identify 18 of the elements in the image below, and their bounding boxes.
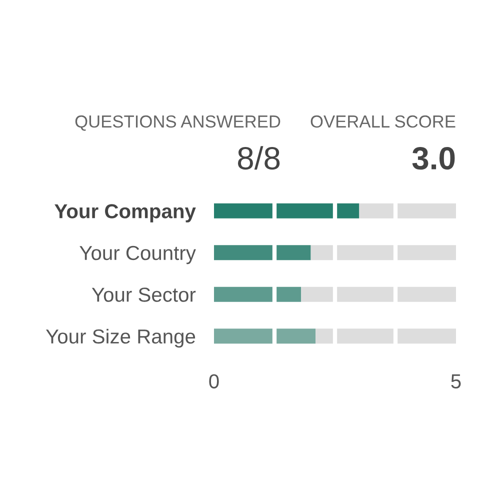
- y-tick-label: Your Sector: [92, 288, 196, 302]
- y-tick-label: Your Country: [80, 246, 196, 264]
- x-tick-label: 0: [209, 374, 219, 388]
- bar: [214, 203, 360, 218]
- bar: [214, 328, 316, 344]
- y-tick-label: Your Company: [54, 204, 196, 222]
- y-tick-label: Your Size Range: [46, 328, 196, 348]
- text: OVERALL SCORE: [310, 115, 456, 128]
- text: 3.0: [412, 146, 455, 170]
- bar: [214, 245, 311, 260]
- text: QUESTIONS ANSWERED: [75, 115, 280, 131]
- x-tick-label: 5: [451, 374, 461, 388]
- text: 8/8: [238, 146, 280, 170]
- bar: [316, 328, 456, 344]
- bar: [301, 286, 456, 302]
- bar: [359, 203, 456, 218]
- bar: [310, 245, 456, 260]
- bar: [214, 286, 302, 302]
